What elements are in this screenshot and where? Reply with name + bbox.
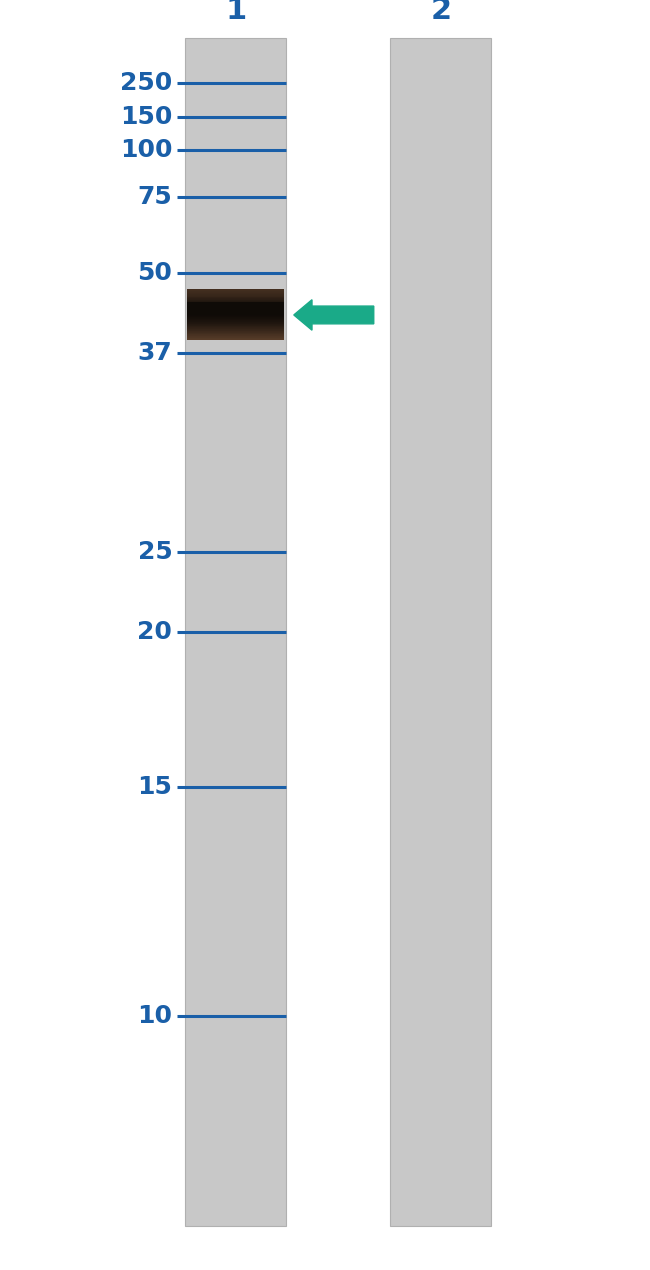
Text: 75: 75	[138, 185, 172, 208]
Text: 100: 100	[120, 138, 172, 161]
Text: 15: 15	[137, 776, 172, 799]
Bar	[185, 38, 286, 1226]
FancyArrow shape	[294, 300, 374, 330]
Text: 50: 50	[137, 262, 172, 284]
Text: 20: 20	[137, 621, 172, 644]
Text: 37: 37	[138, 342, 172, 364]
Text: 2: 2	[430, 0, 451, 25]
Text: 250: 250	[120, 71, 172, 94]
Bar	[390, 38, 491, 1226]
Text: 25: 25	[138, 541, 172, 564]
Text: 150: 150	[120, 105, 172, 128]
Text: 1: 1	[226, 0, 246, 25]
Text: 10: 10	[137, 1005, 172, 1027]
